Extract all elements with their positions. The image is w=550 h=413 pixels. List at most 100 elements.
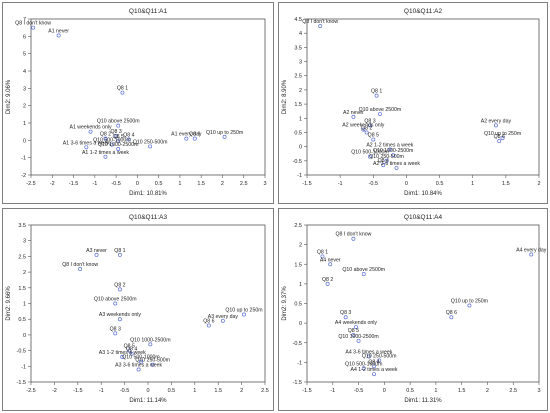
y-tick-label: -1 xyxy=(297,173,302,179)
x-tick-label: 2 xyxy=(486,388,489,394)
data-point xyxy=(372,364,376,369)
point-label: Q8 5 xyxy=(368,133,379,139)
point-label: A3 never xyxy=(86,248,107,254)
x-tick-label: 1 xyxy=(178,181,181,187)
point-label: A1 weekends only xyxy=(70,125,113,131)
point-label: Q8 2 xyxy=(322,277,333,283)
x-axis-label: Dim1: 10.81% xyxy=(129,191,167,197)
x-tick-label: 3 xyxy=(263,181,266,187)
point-label: A2 weekends only xyxy=(342,123,385,129)
point-label: Q8 5 xyxy=(348,328,359,334)
data-point xyxy=(372,372,376,377)
y-tick-label: -1 xyxy=(21,156,26,162)
point-label: Q8 4 xyxy=(126,347,137,353)
x-tick-label: -1 xyxy=(99,388,104,394)
plot-frame xyxy=(306,224,540,383)
data-point xyxy=(114,134,119,138)
x-tick-label: 1.5 xyxy=(502,181,510,187)
data-point xyxy=(384,158,389,163)
x-tick-label: -1.5 xyxy=(302,388,311,394)
data-point xyxy=(117,317,122,322)
data-point xyxy=(103,136,108,141)
data-point xyxy=(374,93,379,98)
point-label: Q10 500-1000m xyxy=(345,361,383,367)
y-tick-label: 0.5 xyxy=(294,302,302,308)
chart-svg-a4: Q10&Q11:A4 -1.5 -1 -0.5 0 0.5 1 1.5 2 2.5 3 -1.5 -1 -… xyxy=(282,214,547,404)
point-label: Q8 I don't know xyxy=(62,262,98,268)
point-label: Q10 up to 250m xyxy=(484,131,521,137)
y-tick-label: -0.5 xyxy=(17,349,26,355)
data-point xyxy=(109,142,114,147)
data-point xyxy=(206,323,211,328)
point-label: Q8 I don't know xyxy=(302,19,338,25)
data-point xyxy=(497,139,502,143)
point-label: Q10 up to 250m xyxy=(451,298,488,304)
data-point xyxy=(139,359,143,364)
x-tick-label: -1 xyxy=(330,388,335,394)
y-tick-label: -0.5 xyxy=(293,159,302,165)
point-label: Q8 2 xyxy=(100,132,111,138)
x-tick-label: 2 xyxy=(221,181,224,187)
data-point xyxy=(377,112,382,116)
point-label: Q10 1000-2500m xyxy=(373,148,413,154)
x-axis-label: Dim1: 10.84% xyxy=(404,191,442,197)
point-label: Q10 above 2500m xyxy=(97,119,140,125)
y-tick-label: 0.5 xyxy=(18,317,26,323)
chart-panel-a2: Q10&Q11:A2 -1.5 -1 -0.5 0 0.5 1 1.5 2 -1 -0.5 0 0.5 1… xyxy=(278,2,548,204)
x-tick-label: 0.5 xyxy=(436,181,444,187)
point-label: Q8 I don't know xyxy=(335,232,371,238)
chart-panel-a4: Q10&Q11:A4 -1.5 -1 -0.5 0 0.5 1 1.5 2 2.5 3 -1.5 -1 -… xyxy=(278,208,548,411)
data-point xyxy=(318,24,323,29)
point-label: Q8 3 xyxy=(364,118,375,124)
point-label: Q8 1 xyxy=(371,89,382,95)
data-point xyxy=(351,114,356,119)
y-tick-label: 7 xyxy=(23,17,26,23)
y-tick-label: -1.5 xyxy=(17,380,26,386)
y-axis-label: Dim2: 9.37% xyxy=(282,286,288,321)
y-tick-label: 2.5 xyxy=(294,74,302,80)
point-label: Q8 4 xyxy=(368,359,379,365)
point-label: Q8 5 xyxy=(124,344,135,350)
y-tick-label: 0 xyxy=(23,138,26,144)
point-label: A1 3-6 times a week xyxy=(63,140,110,146)
data-point xyxy=(467,303,472,308)
point-label: A1 every day xyxy=(171,132,202,138)
x-tick-label: 0 xyxy=(383,388,386,394)
x-tick-label: -1 xyxy=(92,181,97,187)
data-point xyxy=(120,354,125,359)
y-tick-label: -1 xyxy=(297,360,302,366)
point-label: A4 3-6 times a week xyxy=(345,349,392,355)
x-tick-label: -0.5 xyxy=(369,181,378,187)
data-point xyxy=(361,366,366,371)
x-tick-label: -1 xyxy=(338,181,343,187)
data-point xyxy=(361,127,366,132)
x-tick-label: -2.5 xyxy=(26,181,35,187)
data-point xyxy=(449,315,454,320)
x-axis-label: Dim1: 11.31% xyxy=(404,398,442,404)
data-point xyxy=(116,139,121,144)
chart-panel-a3: Q10&Q11:A3 -2.5 -2 -1.5 -1 -0.5 0 0.5 1 1.5 2 2.5 -1… xyxy=(2,208,274,411)
y-tick-label: 0 xyxy=(299,321,302,327)
y-tick-label: -1.5 xyxy=(293,380,302,386)
point-label: Q10 500-1000m xyxy=(122,355,160,361)
y-tick-label: 1.5 xyxy=(294,262,302,268)
x-tick-label: 0.5 xyxy=(155,181,163,187)
data-point xyxy=(366,354,371,359)
point-label: Q8 I don't know xyxy=(15,21,51,27)
x-tick-label: 0 xyxy=(405,181,408,187)
data-point xyxy=(120,90,125,95)
data-point xyxy=(343,315,348,320)
point-label: Q10 up to 250m xyxy=(225,307,262,313)
x-tick-label: 0.5 xyxy=(406,388,414,394)
point-label: Q8 3 xyxy=(110,326,121,332)
y-tick-label: 3.5 xyxy=(18,223,26,229)
y-tick-label: 3 xyxy=(23,239,26,245)
point-label: Q10 above 2500m xyxy=(342,267,385,273)
point-label: Q8 4 xyxy=(123,132,134,138)
point-label: A3 weekends only xyxy=(99,312,142,318)
y-tick-label: 2 xyxy=(23,104,26,110)
y-tick-label: 0.5 xyxy=(294,130,302,136)
data-point xyxy=(113,331,118,336)
data-point xyxy=(320,254,325,259)
data-point xyxy=(220,318,225,323)
